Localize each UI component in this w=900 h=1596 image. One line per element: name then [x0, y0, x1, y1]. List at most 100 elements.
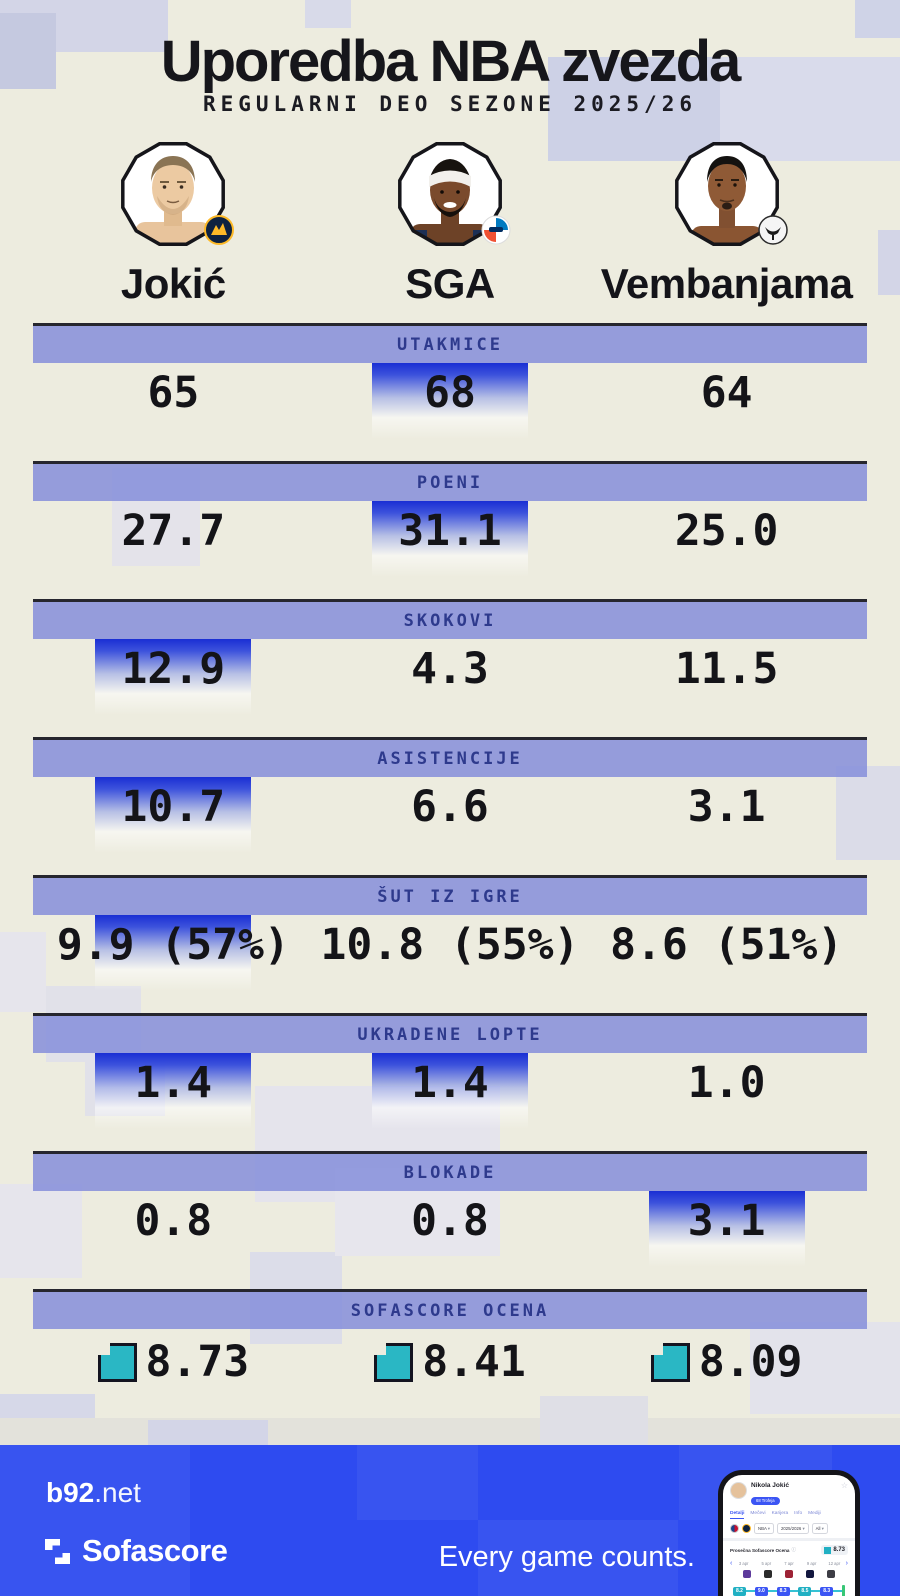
stat-value: 4.3	[411, 644, 489, 694]
bg-tile	[0, 13, 56, 89]
sofascore-rating-icon	[97, 1343, 137, 1382]
footer-pattern-tile	[0, 1445, 190, 1596]
player-photo-jokic	[121, 142, 226, 246]
phone-tab[interactable]: Detalji	[730, 1511, 745, 1519]
stat-section-sofascore-ocena: SOFASCORE OCENA 8.73 8.41 8.09	[0, 1289, 900, 1404]
phone-divider	[723, 1538, 855, 1541]
phone-tab-bar: Detalji Mečevi Karijera Info Mediji	[723, 1507, 855, 1519]
leader-highlight	[95, 777, 252, 853]
phone-rating-label: Prosečna Sofascore Ocena	[730, 1547, 790, 1553]
b92-logo-text: b92	[46, 1477, 95, 1508]
rating-value: 8.73	[145, 1337, 250, 1387]
bg-tile	[836, 766, 900, 860]
date-label: 7 apr	[784, 1561, 794, 1566]
stat-value: 9.9 (57%)	[56, 920, 290, 970]
opponent-logo-icon	[778, 1570, 799, 1578]
avatar-vembanjama	[671, 138, 788, 250]
leader-highlight	[371, 501, 528, 577]
phone-mockup: Nikola Jokić 68 Trofeja ☆ Detalji Mečevi…	[718, 1470, 860, 1596]
team-badge-nuggets-icon	[204, 215, 235, 245]
phone-tab[interactable]: Karijera	[771, 1511, 789, 1516]
sofascore-rating-icon	[374, 1343, 414, 1382]
stat-value: 25.0	[674, 506, 779, 556]
phone-tab[interactable]: Mečevi	[750, 1511, 766, 1516]
league-select[interactable]: NBA	[754, 1523, 774, 1534]
players-row: Jokić	[35, 138, 865, 308]
opponent-logo-icon	[821, 1570, 842, 1578]
stat-section-utakmice: UTAKMICE 65 68 64	[0, 323, 900, 439]
player-photo-sga	[398, 142, 502, 246]
leader-highlight	[95, 639, 252, 715]
sofascore-rating-icon	[650, 1343, 690, 1382]
stat-value: 8.6 (51%)	[610, 920, 844, 970]
stat-value: 11.5	[674, 644, 779, 694]
opponent-logo-icon	[757, 1570, 778, 1578]
bg-tile	[540, 1396, 648, 1445]
stat-value: 0.8	[411, 1196, 489, 1246]
stat-value: 1.4	[134, 1058, 213, 1108]
player-column-sga: SGA	[312, 138, 589, 308]
bg-tile	[548, 57, 720, 161]
stat-value: 3.1	[687, 1196, 766, 1246]
bg-tile	[305, 0, 351, 28]
stat-value: 65	[147, 368, 200, 418]
stat-label: UKRADENE LOPTE	[357, 1024, 543, 1045]
stat-label: ASISTENCIJE	[377, 748, 523, 769]
nba-logo-icon	[730, 1524, 739, 1533]
team-badge-spurs-icon	[757, 215, 788, 245]
leader-highlight	[95, 915, 252, 991]
stat-label: POENI	[416, 472, 484, 493]
stat-value: 6.6	[411, 782, 489, 832]
timeline-rating-chip: 9.0	[754, 1586, 768, 1596]
sofascore-logo: Sofascore	[44, 1533, 228, 1569]
footer-banner: b92.net Sofascore Every game counts. Nik…	[0, 1445, 900, 1596]
stat-value: 1.4	[411, 1058, 489, 1108]
date-label: 9 apr	[806, 1561, 817, 1566]
stat-value: 31.1	[398, 506, 502, 556]
b92-logo-suffix: .net	[94, 1477, 141, 1508]
mode-select[interactable]: All	[811, 1523, 828, 1534]
timeline-rating-chip: 8.5	[798, 1586, 812, 1596]
phone-tab[interactable]: Info	[794, 1511, 803, 1516]
chevron-left-icon[interactable]: ‹	[730, 1560, 733, 1567]
footer-pattern-tile	[357, 1445, 478, 1520]
stat-value: 0.8	[134, 1196, 213, 1246]
player-photo-vembanjama	[674, 142, 779, 246]
player-name: SGA	[405, 260, 495, 307]
opponent-logo-icon	[736, 1570, 757, 1578]
bg-tile	[855, 0, 900, 38]
bg-tile	[148, 1420, 268, 1445]
stat-value: 27.7	[121, 506, 226, 556]
stat-label: ŠUT IZ IGRE	[377, 886, 523, 907]
phone-tab[interactable]: Mediji	[808, 1511, 821, 1516]
bg-tile	[720, 57, 900, 161]
stat-value: 64	[700, 368, 753, 418]
date-label: 5 apr	[761, 1561, 772, 1566]
player-column-vembanjama: Vembanjama	[588, 138, 865, 308]
leader-highlight	[371, 363, 528, 439]
stat-value: 10.7	[121, 782, 226, 832]
season-select[interactable]: 2025/2026	[776, 1523, 809, 1534]
stat-value: 12.9	[121, 644, 226, 694]
leader-highlight	[648, 1191, 805, 1267]
chevron-right-icon[interactable]: ›	[845, 1560, 848, 1567]
phone-screen: Nikola Jokić 68 Trofeja ☆ Detalji Mečevi…	[723, 1475, 855, 1596]
team-logo-icon	[742, 1524, 751, 1533]
stat-value: 1.0	[687, 1058, 766, 1108]
timeline-current-bar	[841, 1584, 845, 1596]
phone-filter-row: NBA 2025/2026 All	[723, 1519, 855, 1534]
stat-label: UTAKMICE	[397, 334, 503, 355]
star-icon[interactable]: ☆	[840, 1481, 848, 1490]
phone-player-avatar	[730, 1482, 747, 1499]
date-label: 12 apr	[828, 1561, 841, 1566]
phone-player-badge: 68 Trofeja	[751, 1496, 780, 1505]
footer-pattern-tile	[478, 1520, 678, 1596]
phone-rating-chip: 8.73	[821, 1545, 848, 1555]
stat-value: 10.8 (55%)	[320, 920, 580, 970]
info-icon[interactable]: ⓘ	[791, 1547, 797, 1552]
timeline-rating-chip: 8.3	[820, 1586, 834, 1596]
date-label: 3 apr	[738, 1561, 749, 1566]
stat-section-poeni: POENI 27.7 31.1 25.0	[0, 461, 900, 577]
stat-label: BLOKADE	[403, 1162, 497, 1183]
rating-value: 8.09	[698, 1337, 803, 1387]
